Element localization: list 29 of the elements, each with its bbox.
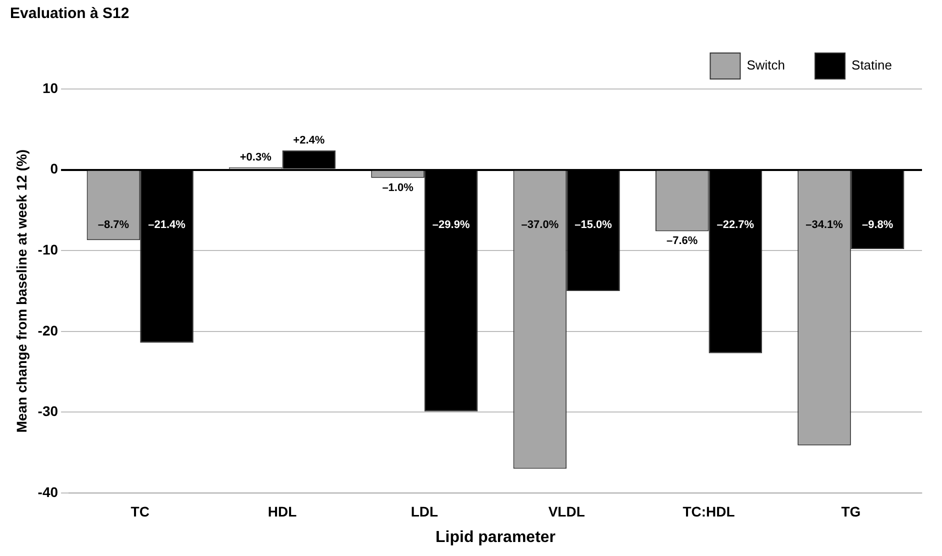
y-tick-label: -20 xyxy=(38,322,58,338)
y-tick-label: -40 xyxy=(38,484,58,500)
data-label: +0.3% xyxy=(240,151,272,164)
y-axis-title: Mean change from baseline at week 12 (%) xyxy=(13,149,30,433)
y-tick-label: -30 xyxy=(38,403,58,420)
chart-title: Evaluation à S12 xyxy=(10,5,130,22)
x-tick-label: TG xyxy=(841,503,861,520)
data-label: –9.8% xyxy=(862,218,894,231)
legend-label: Switch xyxy=(746,58,786,73)
y-tick-label: 0 xyxy=(50,160,58,177)
data-label: –37.0% xyxy=(521,218,559,231)
data-label: –34.1% xyxy=(806,218,844,231)
y-tick-label: 10 xyxy=(42,80,58,96)
data-label: –21.4% xyxy=(148,218,186,231)
data-label: +2.4% xyxy=(293,134,325,146)
data-label: –1.0% xyxy=(382,182,414,194)
y-tick-label: -10 xyxy=(38,241,58,258)
legend-label: Statine xyxy=(852,58,892,73)
x-tick-label: HDL xyxy=(268,503,298,520)
data-label: –7.6% xyxy=(666,235,698,248)
x-tick-label: TC:HDL xyxy=(682,503,736,520)
data-label: –15.0% xyxy=(574,218,612,231)
data-label: –29.9% xyxy=(432,218,470,231)
x-tick-label: LDL xyxy=(410,503,438,520)
x-axis-title: Lipid parameter xyxy=(436,528,556,546)
data-label: –22.7% xyxy=(716,218,754,231)
x-tick-label: TC xyxy=(130,503,150,520)
data-label: –8.7% xyxy=(98,218,130,231)
x-tick-label: VLDL xyxy=(548,503,586,520)
